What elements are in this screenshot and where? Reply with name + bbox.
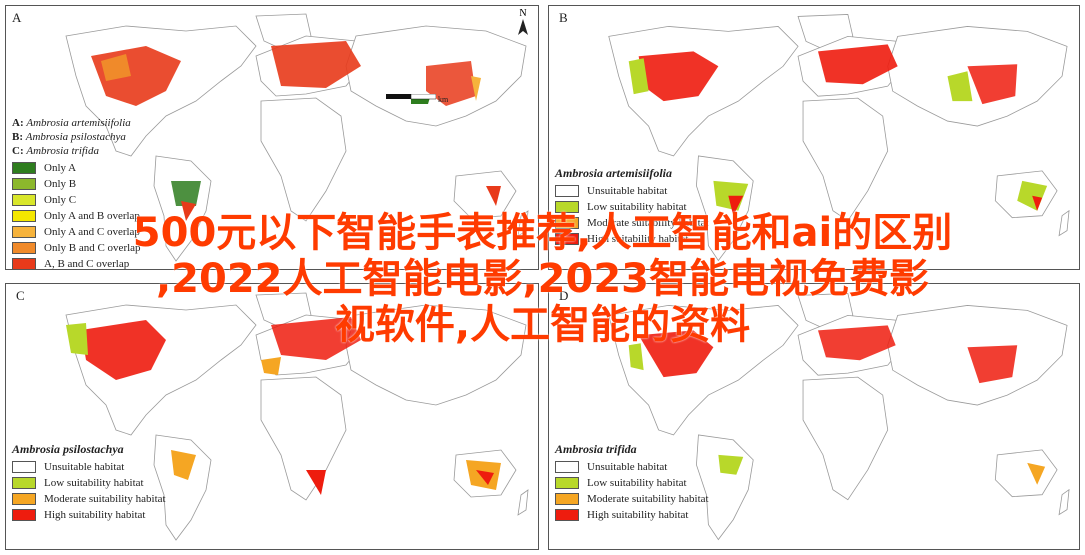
legend-swatch — [12, 210, 36, 222]
legend-swatch — [555, 461, 579, 473]
legend-swatch — [555, 509, 579, 521]
legend-label: Only A — [44, 162, 77, 174]
legend-b: Ambrosia artemisiifolia Unsuitable habit… — [555, 166, 709, 247]
legend-label: A, B and C overlap — [44, 258, 130, 270]
legend-title: Ambrosia psilostachya — [12, 442, 124, 456]
legend-label: Unsuitable habitat — [587, 461, 668, 473]
north-label: N — [519, 8, 527, 19]
legend-item: Only A and B overlap — [12, 208, 141, 224]
legend-label: Low suitability habitat — [587, 201, 687, 213]
legend-item: Only B — [12, 176, 141, 192]
legend-item: Unsuitable habitat — [555, 459, 709, 475]
legend-swatch — [555, 217, 579, 229]
legend-swatch — [12, 242, 36, 254]
legend-label: High suitability habitat — [587, 233, 689, 245]
species-name: Ambrosia psilostachya — [25, 131, 126, 143]
world-map-c — [65, 292, 529, 541]
legend-item: Only A and C overlap — [12, 224, 141, 240]
legend-swatch — [555, 477, 579, 489]
legend-swatch — [12, 226, 36, 238]
world-map-b — [608, 14, 1070, 261]
legend-item: Only B and C overlap — [12, 240, 141, 256]
legend-swatch — [555, 185, 579, 197]
legend-item: Only A — [12, 160, 141, 176]
species-name: Ambrosia trifida — [26, 145, 99, 157]
legend-label: High suitability habitat — [44, 509, 146, 521]
legend-swatch — [555, 201, 579, 213]
legend-label: Only C — [44, 194, 77, 206]
legend-label: Moderate suitability habitat — [587, 493, 709, 505]
legend-label: Only A and B overlap — [44, 210, 140, 222]
legend-label: Low suitability habitat — [44, 477, 144, 489]
legend-item: Unsuitable habitat — [555, 183, 709, 199]
legend-label: Low suitability habitat — [587, 477, 687, 489]
legend-swatch — [555, 493, 579, 505]
legend-item: High suitability habitat — [12, 507, 166, 523]
legend-swatch — [12, 162, 36, 174]
legend-label: Only B and C overlap — [44, 242, 141, 254]
north-arrow-icon: N — [516, 8, 530, 40]
legend-label: Moderate suitability habitat — [587, 217, 709, 229]
legend-label: Moderate suitability habitat — [44, 493, 166, 505]
legend-swatch — [12, 477, 36, 489]
panel-label-d: D — [559, 288, 569, 303]
legend-label: Unsuitable habitat — [587, 185, 668, 197]
legend-swatch — [12, 194, 36, 206]
legend-c: Ambrosia psilostachya Unsuitable habitat… — [12, 442, 166, 523]
legend-item: High suitability habitat — [555, 231, 709, 247]
legend-label: Only A and C overlap — [44, 226, 140, 238]
map-panel-a: A N km A: Ambrosia artemisiifolia B: Amb… — [5, 5, 539, 270]
species-code: C: — [12, 145, 24, 157]
legend-d: Ambrosia trifida Unsuitable habitat Low … — [555, 442, 709, 523]
world-map-d — [608, 293, 1070, 540]
legend-swatch — [12, 509, 36, 521]
legend-item: Low suitability habitat — [12, 475, 166, 491]
map-panel-b: B Ambrosia artemisiifolia Unsuitable hab… — [548, 5, 1080, 270]
legend-label: Only B — [44, 178, 77, 190]
map-panel-c: C Ambrosia psilostachya Unsuitable habit… — [5, 283, 539, 550]
legend-swatch — [555, 233, 579, 245]
legend-title: Ambrosia trifida — [555, 442, 637, 456]
legend-item: Unsuitable habitat — [12, 459, 166, 475]
legend-swatch — [12, 493, 36, 505]
legend-item: Moderate suitability habitat — [555, 491, 709, 507]
map-panel-d: D Ambrosia trifida Unsuitable habitat Lo… — [548, 283, 1080, 550]
legend-a: A: Ambrosia artemisiifolia B: Ambrosia p… — [12, 116, 141, 270]
scale-unit: km — [438, 95, 449, 104]
species-name: Ambrosia artemisiifolia — [26, 117, 131, 129]
species-item: A: Ambrosia artemisiifolia — [12, 116, 141, 130]
legend-label: Unsuitable habitat — [44, 461, 125, 473]
legend-item: A, B and C overlap — [12, 256, 141, 270]
scale-bar: km — [386, 93, 449, 104]
panel-label-a: A — [12, 10, 22, 25]
legend-item: Only C — [12, 192, 141, 208]
legend-item: High suitability habitat — [555, 507, 709, 523]
legend-item: Moderate suitability habitat — [555, 215, 709, 231]
species-item: B: Ambrosia psilostachya — [12, 130, 141, 144]
panel-label-b: B — [559, 10, 568, 25]
legend-item: Low suitability habitat — [555, 199, 709, 215]
species-item: C: Ambrosia trifida — [12, 144, 141, 158]
legend-swatch — [12, 258, 36, 269]
species-code: A: — [12, 117, 24, 129]
legend-item: Moderate suitability habitat — [12, 491, 166, 507]
legend-label: High suitability habitat — [587, 509, 689, 521]
legend-swatch — [12, 461, 36, 473]
legend-item: Low suitability habitat — [555, 475, 709, 491]
species-code: B: — [12, 131, 23, 143]
legend-title: Ambrosia artemisiifolia — [555, 166, 673, 180]
legend-swatch — [12, 178, 36, 190]
panel-label-c: C — [16, 288, 25, 303]
